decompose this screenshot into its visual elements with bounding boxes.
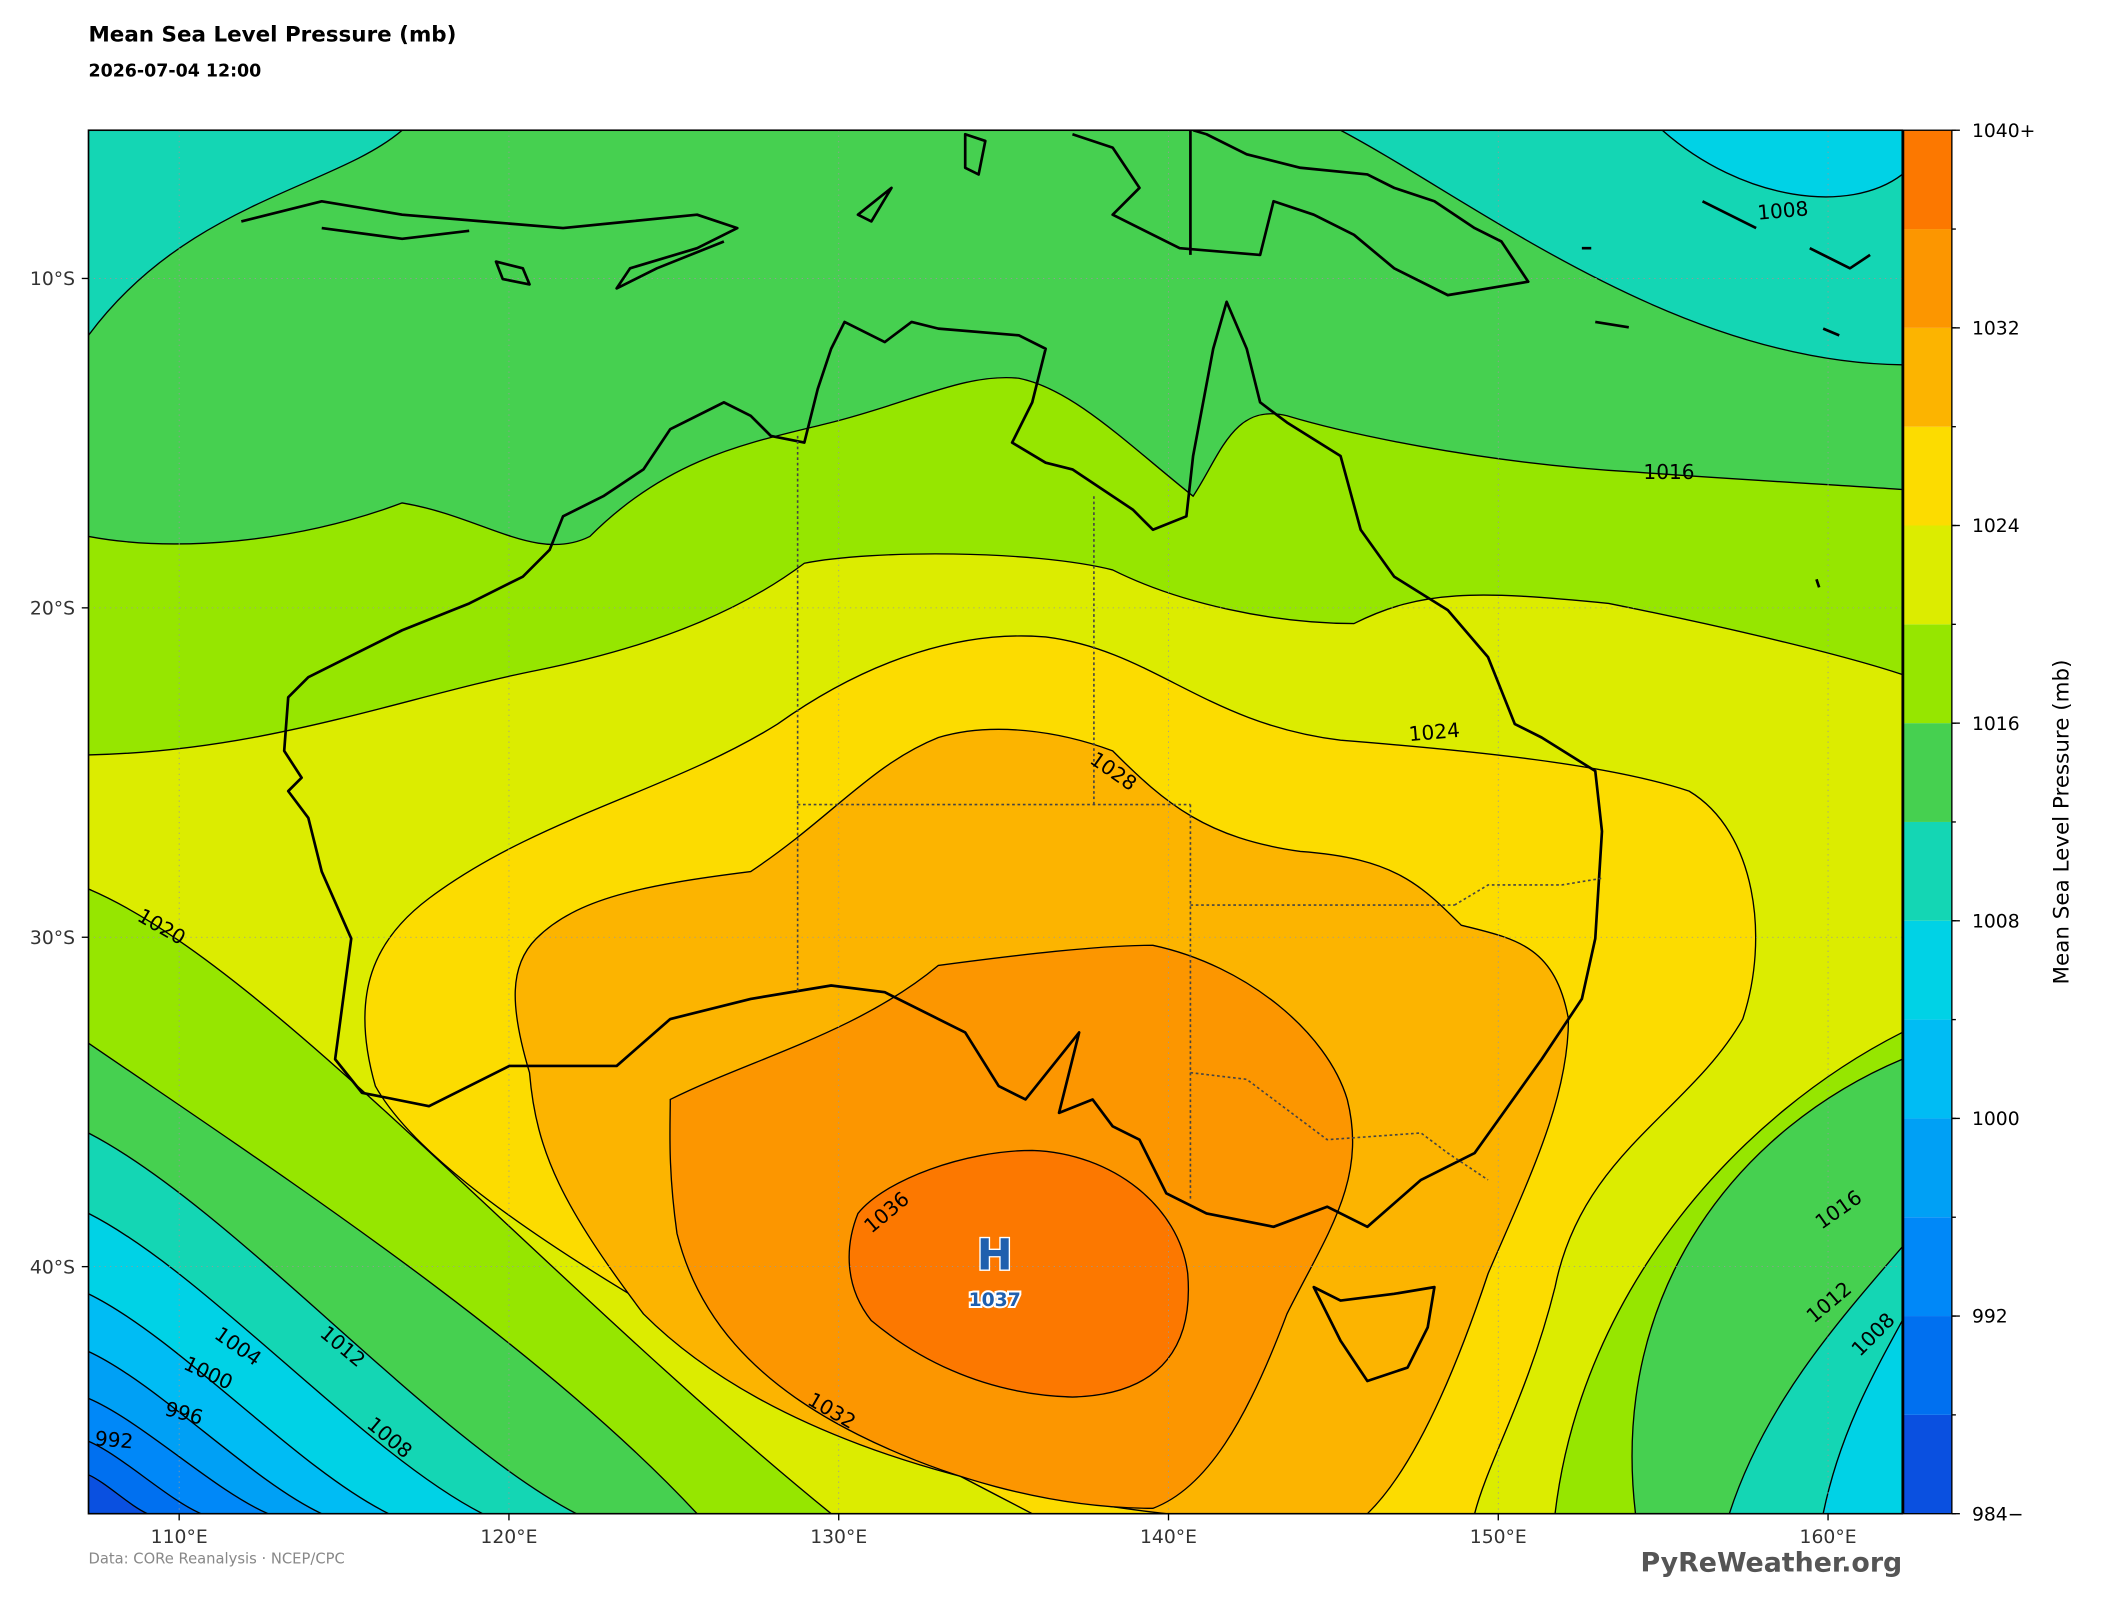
colorbar-tick-label: 1032 bbox=[1972, 319, 2020, 340]
geography bbox=[240, 130, 1871, 1383]
title: Mean Sea Level Pressure (mb) bbox=[88, 23, 456, 48]
colorbar-band bbox=[1903, 1118, 1952, 1218]
pressure-band bbox=[848, 1149, 1190, 1398]
colorbar-band bbox=[1903, 1414, 1952, 1514]
site-credit: PyReWeather.org bbox=[1641, 1547, 1903, 1578]
tasmania-coast bbox=[1312, 1285, 1436, 1383]
y-tick-label: 30°S bbox=[30, 928, 75, 949]
colorbar: 984− 992 1000 1008 1016 1024 1032 1040+ bbox=[1902, 121, 2035, 1525]
y-tick-label: 10°S bbox=[30, 269, 75, 290]
colorbar-tick-label: 984− bbox=[1972, 1504, 2024, 1525]
x-tick-label: 150°E bbox=[1470, 1527, 1527, 1548]
x-tick-label: 110°E bbox=[151, 1527, 208, 1548]
subtitle: 2026-07-04 12:00 bbox=[88, 62, 261, 82]
colorbar-tick-label: 1040+ bbox=[1972, 121, 2035, 142]
pressure-band bbox=[1340, 130, 1903, 366]
colorbar-band bbox=[1903, 525, 1952, 625]
contour-label: 1024 bbox=[1408, 718, 1461, 746]
colorbar-band bbox=[1903, 327, 1952, 427]
colorbar-tick-label: 1016 bbox=[1972, 714, 2020, 735]
colorbar-band bbox=[1903, 624, 1952, 724]
colorbar-band bbox=[1903, 1019, 1952, 1119]
contour-label: 1008 bbox=[1756, 196, 1809, 224]
colorbar-frame bbox=[1902, 129, 1953, 1515]
colorbar-label: Mean Sea Level Pressure (mb) bbox=[2049, 659, 2074, 984]
x-tick-label: 160°E bbox=[1800, 1527, 1857, 1548]
high-value: 1037 bbox=[969, 1290, 1021, 1311]
y-tick-label: 40°S bbox=[30, 1257, 75, 1278]
colorbar-tick-label: 1008 bbox=[1972, 911, 2020, 932]
colorbar-band bbox=[1903, 426, 1952, 526]
colorbar-band bbox=[1903, 130, 1952, 230]
x-tick-label: 120°E bbox=[480, 1527, 537, 1548]
colorbar-band bbox=[1903, 723, 1952, 822]
pressure-band bbox=[88, 130, 404, 337]
australia-coast bbox=[282, 300, 1604, 1229]
high-symbol: H bbox=[977, 1231, 1013, 1281]
source-note: Data: CORe Reanalysis · NCEP/CPC bbox=[88, 1550, 344, 1567]
contour-label: 1016 bbox=[1643, 460, 1694, 484]
plot-frame bbox=[87, 129, 1904, 1515]
y-tick-label: 20°S bbox=[30, 599, 75, 620]
x-tick-label: 130°E bbox=[810, 1527, 867, 1548]
pressure-band bbox=[1661, 130, 1903, 198]
colorbar-band bbox=[1903, 229, 1952, 328]
colorbar-tick-label: 992 bbox=[1972, 1307, 2008, 1328]
colorbar-band bbox=[1903, 920, 1952, 1020]
contour-label: 992 bbox=[94, 1426, 134, 1453]
colorbar-tick-label: 1000 bbox=[1972, 1109, 2020, 1130]
colorbar-band bbox=[1903, 1316, 1952, 1415]
new-guinea-coast bbox=[1072, 130, 1530, 297]
colorbar-band bbox=[1903, 821, 1952, 921]
x-tick-label: 140°E bbox=[1140, 1527, 1197, 1548]
colorbar-tick-label: 1024 bbox=[1972, 516, 2020, 537]
pressure-field bbox=[88, 130, 1903, 1514]
graticule bbox=[88, 130, 1903, 1514]
colorbar-band bbox=[1903, 1217, 1952, 1317]
axes: 110°E 120°E 130°E 140°E 150°E 160°E 10°S 20°S 30… bbox=[30, 269, 1857, 1548]
islands-coast bbox=[240, 132, 1871, 588]
